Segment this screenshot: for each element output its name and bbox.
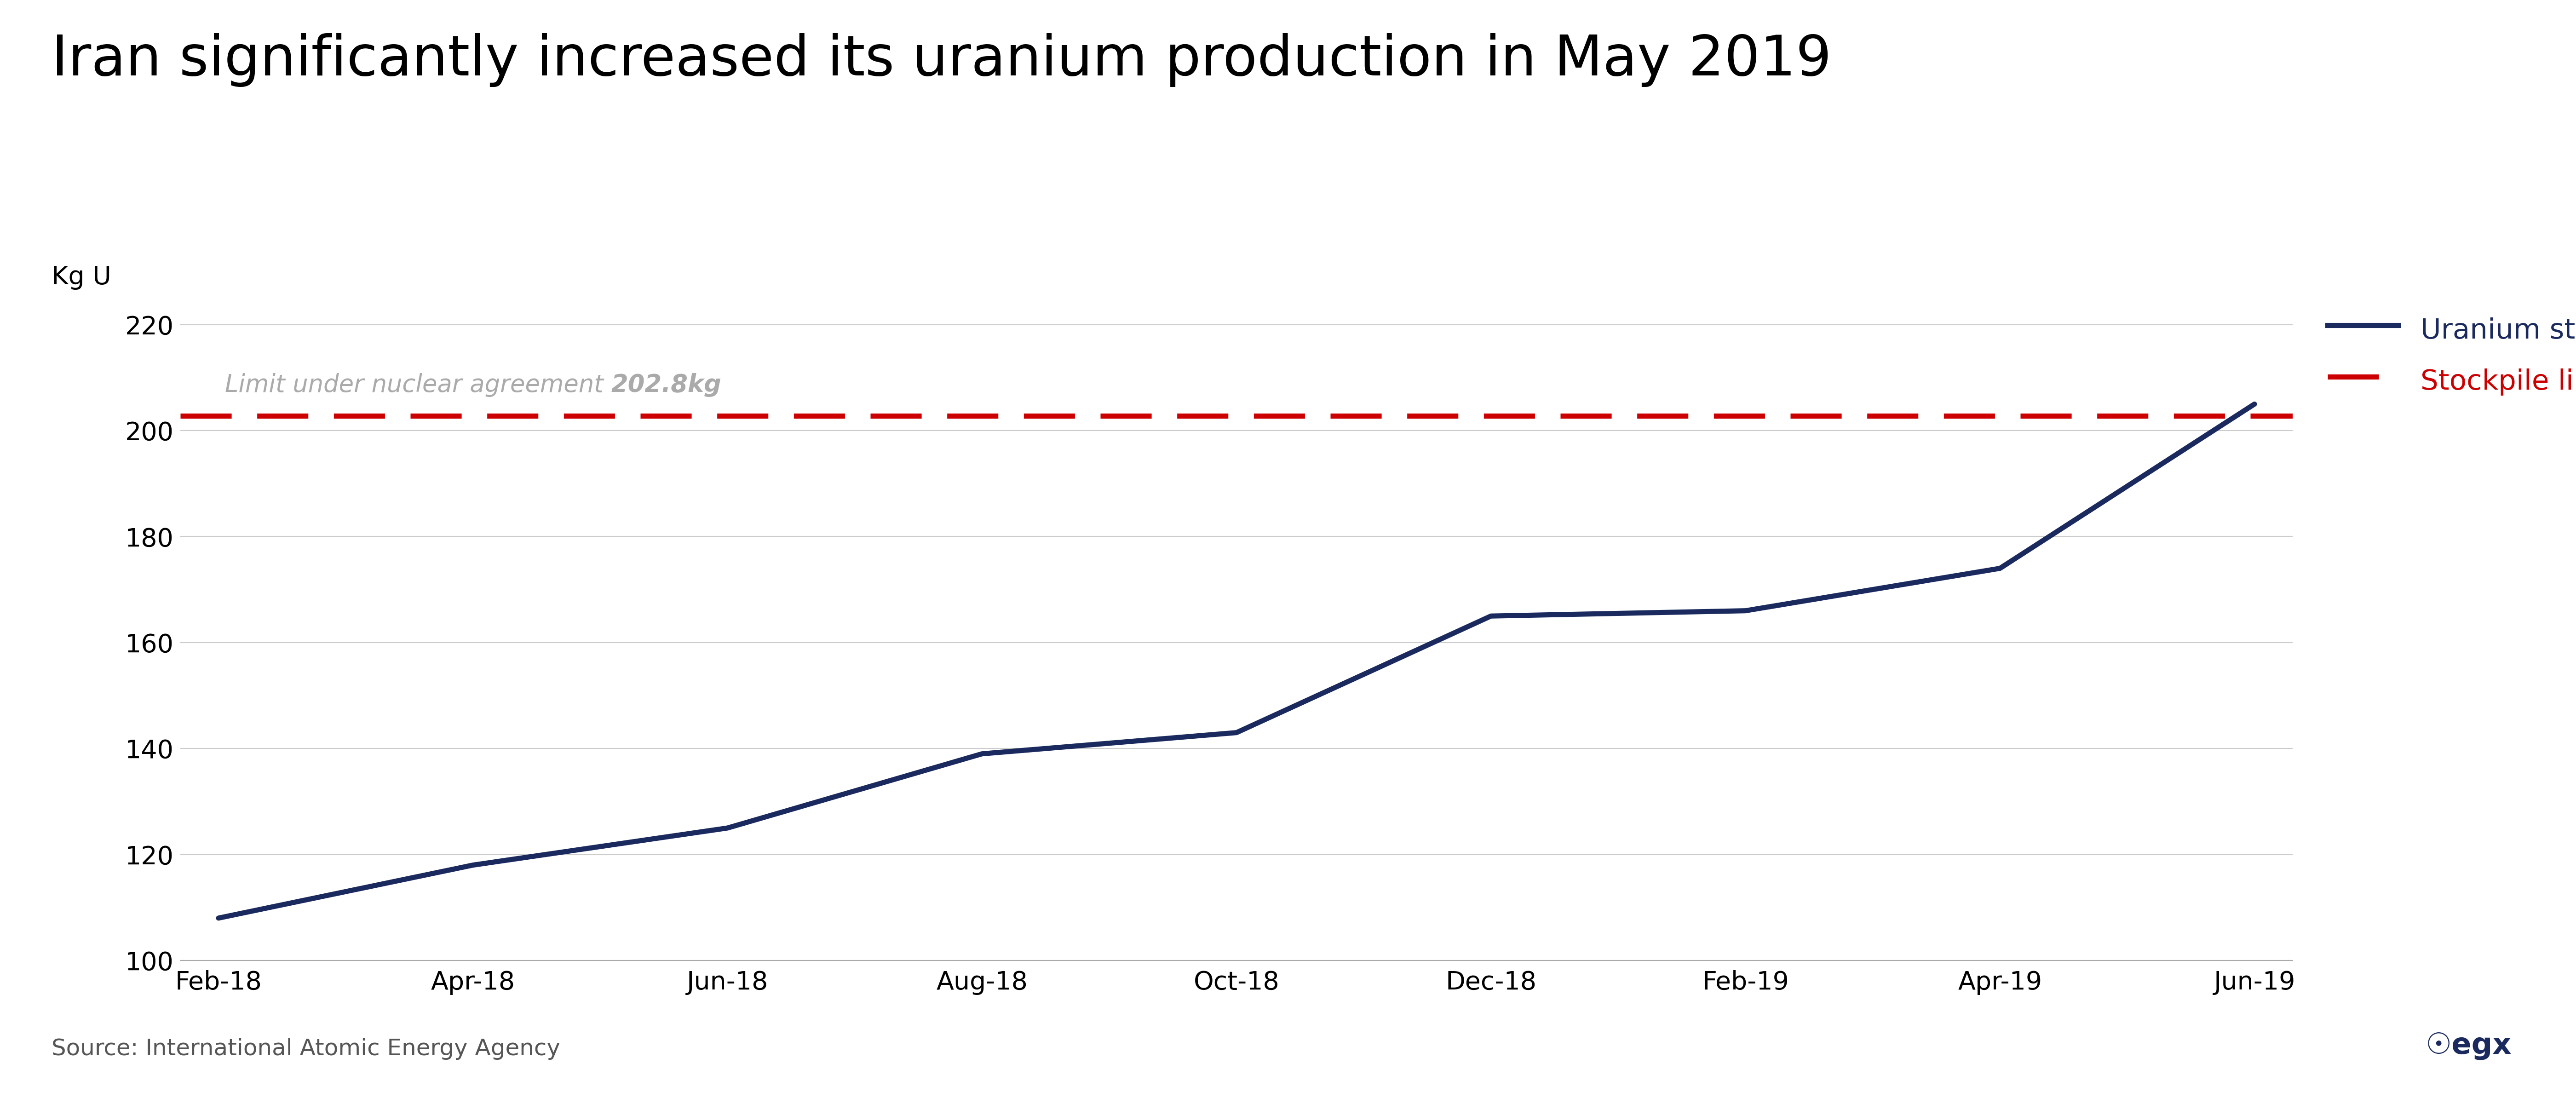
Text: Iran significantly increased its uranium production in May 2019: Iran significantly increased its uranium… bbox=[52, 33, 1832, 87]
Text: 202.8kg: 202.8kg bbox=[611, 373, 721, 397]
Text: Source: International Atomic Energy Agency: Source: International Atomic Energy Agen… bbox=[52, 1038, 562, 1060]
Legend: Uranium stockpile, Stockpile limit: Uranium stockpile, Stockpile limit bbox=[2329, 312, 2576, 397]
Text: Kg U: Kg U bbox=[52, 265, 111, 289]
Text: Limit under nuclear agreement: Limit under nuclear agreement bbox=[224, 373, 611, 397]
Text: ☉egx: ☉egx bbox=[2424, 1031, 2512, 1060]
